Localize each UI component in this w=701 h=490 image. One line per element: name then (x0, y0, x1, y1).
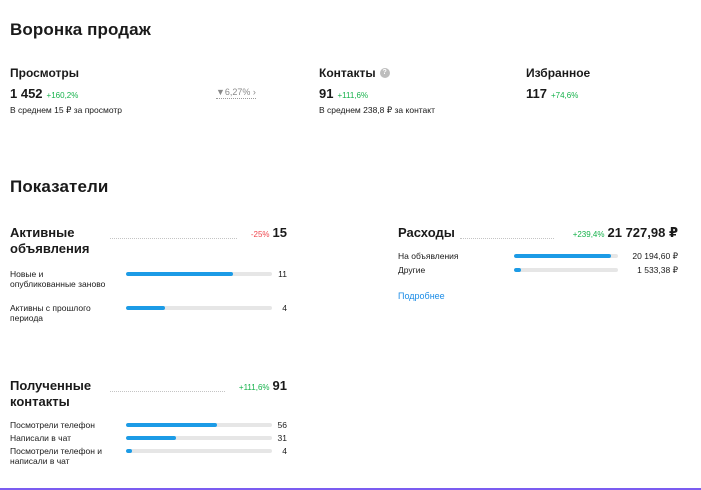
bar-fill (126, 306, 166, 310)
received-contacts-delta: +111,6% (238, 383, 270, 392)
contacts-label: Контакты (319, 66, 376, 80)
row-value: 11 (278, 269, 287, 279)
leader-dots (460, 238, 554, 239)
leader-dots (106, 391, 225, 392)
expenses-value: 21 727,98 ₽ (607, 225, 679, 240)
views-stat: Просмотры 1 452 +160,2% В среднем 15 ₽ з… (10, 66, 122, 116)
bar-fill (126, 436, 176, 440)
contacts-delta: +111,6% (337, 91, 369, 100)
views-sub: В среднем 15 ₽ за просмотр (10, 105, 123, 115)
row-value: 1 533,38 ₽ (637, 265, 678, 275)
leader-dots (84, 238, 237, 239)
views-label: Просмотры (10, 66, 80, 80)
active-listings-delta: -25% (250, 230, 270, 239)
expenses-delta: +239,4% (572, 230, 605, 239)
contacts-value: 91 (319, 86, 334, 101)
row-bar (126, 436, 272, 440)
active-listings-value: 15 (272, 225, 287, 240)
expenses-title: Расходы (398, 225, 457, 241)
bar-fill (126, 449, 132, 453)
row-label: Написали в чат (10, 433, 72, 443)
bar-fill (514, 268, 522, 272)
views-delta: +160,2% (46, 91, 79, 100)
list-item: Активны с прошлого периода 4 (10, 303, 287, 327)
row-bar (514, 254, 618, 258)
list-item: Новые и опубликованные заново 11 (10, 269, 287, 303)
favorites-label: Избранное (526, 66, 591, 80)
list-item: Написали в чат 31 (10, 433, 287, 446)
row-value: 4 (282, 446, 287, 456)
row-label: Посмотрели телефон и написали в чат (10, 446, 103, 466)
row-bar (126, 449, 272, 453)
row-value: 20 194,60 ₽ (632, 251, 678, 261)
row-bar (126, 306, 272, 310)
help-icon[interactable]: ? (379, 68, 390, 78)
bar-fill (514, 254, 611, 258)
row-value: 56 (277, 420, 287, 430)
row-label: Посмотрели телефон (10, 420, 95, 430)
active-listings-title: Активные объявления (10, 225, 110, 257)
favorites-value: 117 (526, 86, 547, 101)
row-label: Новые и опубликованные заново (10, 269, 106, 289)
contacts-sub: В среднем 238,8 ₽ за контакт (319, 105, 435, 115)
row-label: Другие (398, 265, 426, 275)
received-contacts-title: Полученные контакты (10, 378, 110, 410)
row-bar (126, 423, 272, 427)
list-item: Посмотрели телефон 56 (10, 420, 287, 433)
row-value: 31 (277, 433, 287, 443)
row-label: На объявления (398, 251, 459, 261)
metrics-title: Показатели (10, 177, 109, 196)
row-bar (126, 272, 272, 276)
funnel-title: Воронка продаж (10, 20, 151, 39)
views-value: 1 452 (10, 86, 43, 101)
list-item: Посмотрели телефон и написали в чат 4 (10, 446, 287, 470)
list-item: На объявления 20 194,60 ₽ (398, 251, 678, 265)
conversion-link[interactable]: ▼6,27% › (216, 87, 256, 99)
favorites-stat: Избранное 117 +74,6% (526, 66, 590, 101)
list-item: Другие 1 533,38 ₽ (398, 265, 678, 279)
row-label: Активны с прошлого периода (10, 303, 91, 323)
contacts-stat: Контакты ? 91 +111,6% В среднем 238,8 ₽ … (319, 66, 435, 116)
expenses-block: Расходы +239,4% 21 727,98 ₽ На объявлени… (398, 225, 678, 279)
row-bar (514, 268, 618, 272)
row-value: 4 (282, 303, 287, 313)
bar-fill (126, 272, 233, 276)
received-contacts-block: Полученные контакты +111,6% 91 Посмотрел… (10, 378, 287, 470)
bottom-border (0, 488, 701, 490)
favorites-delta: +74,6% (550, 91, 579, 100)
bar-fill (126, 423, 217, 427)
received-contacts-value: 91 (272, 378, 287, 393)
active-listings-block: Активные объявления -25% 15 Новые и опуб… (10, 225, 287, 327)
more-link[interactable]: Подробнее (398, 291, 445, 301)
